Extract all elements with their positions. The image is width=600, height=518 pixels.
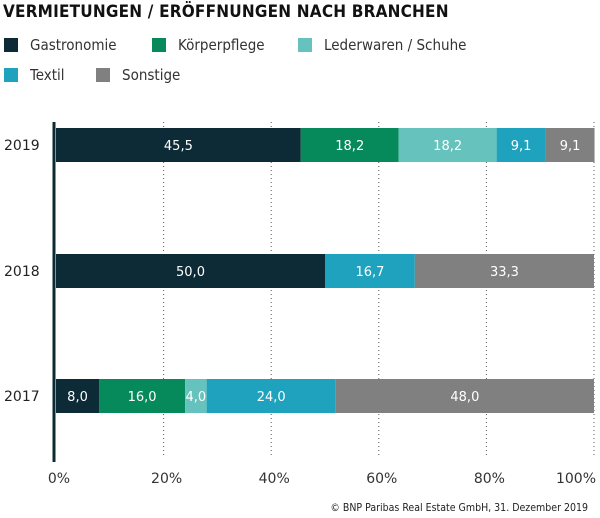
legend-item: Sonstige [96, 66, 180, 84]
data-label: 48,0 [450, 390, 479, 405]
data-label: 18,2 [433, 139, 462, 154]
bar-segment [56, 128, 301, 162]
data-label: 50,0 [176, 265, 205, 280]
legend-label: Sonstige [122, 66, 181, 84]
legend-item: Körperpflege [152, 36, 265, 54]
bar-segment [496, 128, 546, 162]
legend-swatch [152, 38, 166, 52]
bar-segment [99, 379, 186, 413]
legend-swatch [298, 38, 312, 52]
bar-segment [206, 379, 336, 413]
bar-segment [545, 128, 595, 162]
y-category-label: 2018 [4, 264, 40, 280]
x-tick-label: 80% [474, 471, 505, 487]
data-label: 4,0 [186, 390, 207, 405]
x-tick-label: 40% [259, 471, 290, 487]
legend-label: Textil [30, 66, 65, 84]
legend-swatch [4, 38, 18, 52]
x-tick-label: 60% [366, 471, 397, 487]
data-label: 18,2 [335, 139, 364, 154]
legend-label: Gastronomie [30, 36, 117, 54]
data-label: 45,5 [164, 139, 193, 154]
legend-label: Lederwaren / Schuhe [324, 36, 467, 54]
legend-swatch [96, 68, 110, 82]
legend-item: Lederwaren / Schuhe [298, 36, 466, 54]
y-category-label: 2019 [4, 138, 40, 154]
bar-segment [300, 128, 399, 162]
chart-title: VERMIETUNGEN / ERÖFFNUNGEN NACH BRANCHEN [3, 2, 449, 22]
bar-segment [56, 379, 100, 413]
x-tick-label: 0% [48, 471, 70, 487]
legend-label: Körperpflege [178, 36, 265, 54]
bar-segment [56, 254, 325, 288]
legend-swatch [4, 68, 18, 82]
bar-segment [335, 379, 594, 413]
data-label: 9,1 [511, 139, 532, 154]
data-label: 8,0 [67, 390, 88, 405]
bar-segment [414, 254, 594, 288]
data-label: 9,1 [560, 139, 581, 154]
x-tick-label: 20% [151, 471, 182, 487]
legend-item: Textil [4, 66, 65, 84]
x-tick-label: 100% [556, 471, 596, 487]
bar-segment [185, 379, 207, 413]
bar-segment [325, 254, 415, 288]
data-label: 24,0 [257, 390, 286, 405]
data-label: 16,7 [355, 265, 384, 280]
bar-segment [398, 128, 497, 162]
data-label: 16,0 [128, 390, 157, 405]
data-label: 33,3 [490, 265, 519, 280]
copyright-credit: © BNP Paribas Real Estate GmbH, 31. Deze… [330, 502, 588, 514]
y-category-label: 2017 [4, 389, 40, 405]
legend-item: Gastronomie [4, 36, 117, 54]
